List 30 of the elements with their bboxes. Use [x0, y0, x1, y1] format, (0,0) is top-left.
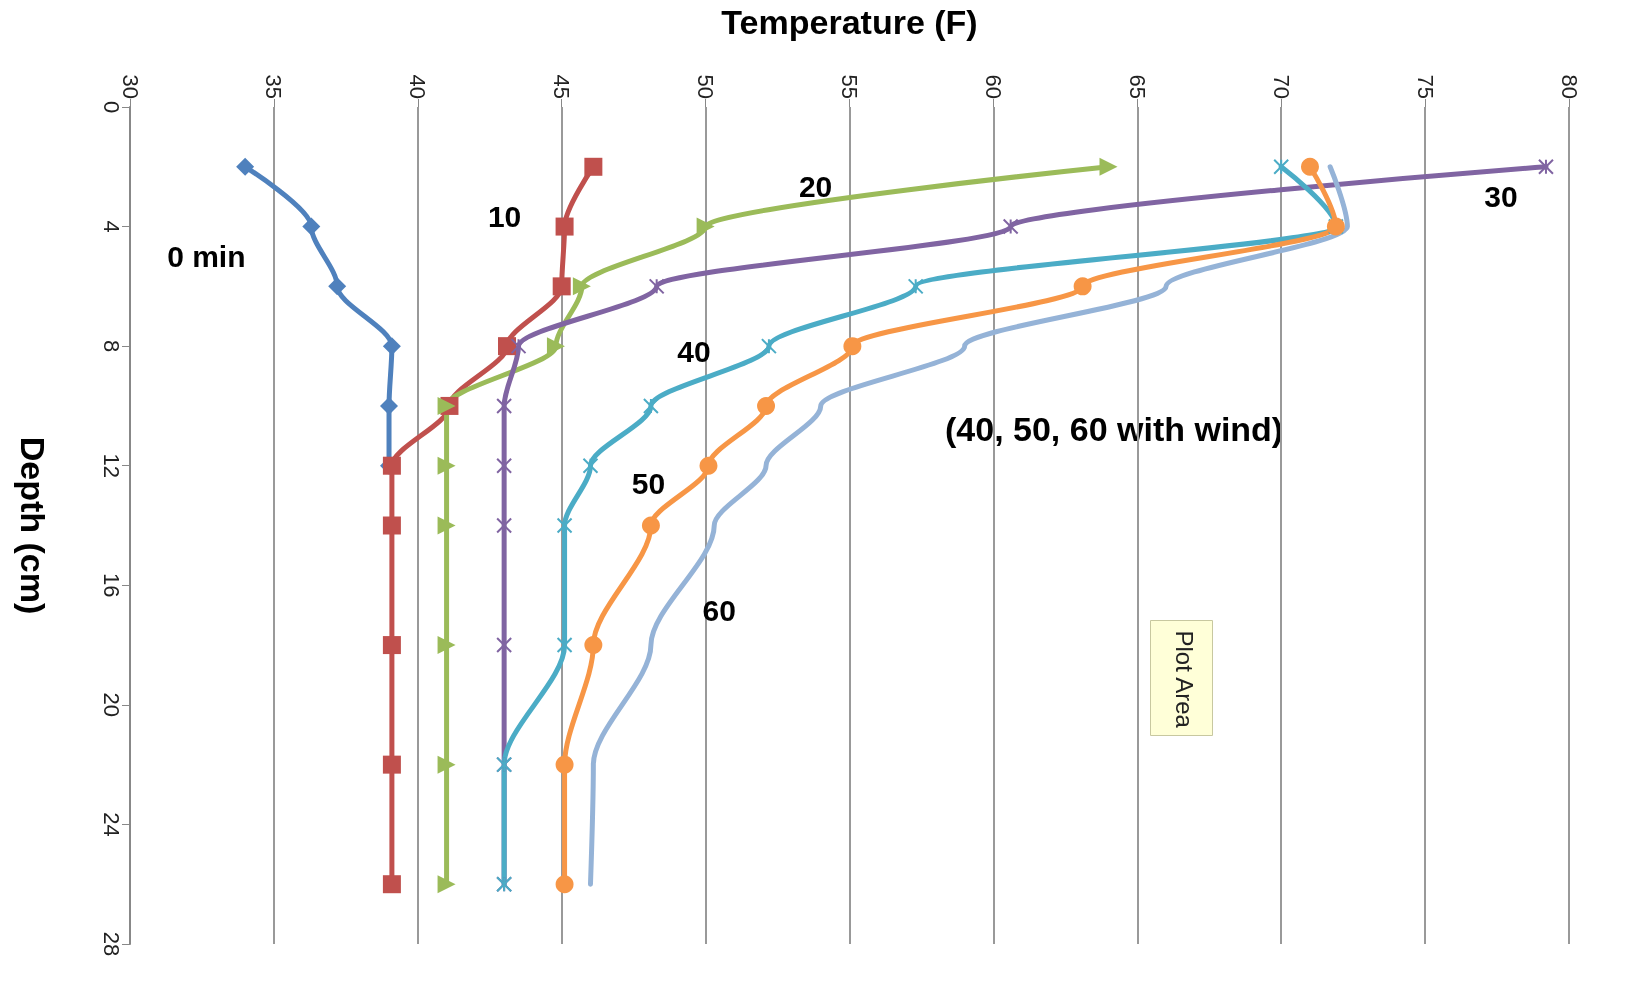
- y-tick-label: 0: [98, 100, 124, 114]
- y-axis-title: Depth (cm): [14, 436, 52, 615]
- x-tick-label: 50: [693, 74, 719, 99]
- y-tick-label: 20: [98, 692, 124, 718]
- y-tick-label: 12: [98, 453, 124, 478]
- y-tick-label: 16: [98, 573, 124, 598]
- x-tick-label: 30: [117, 74, 143, 99]
- x-tick-label: 80: [1556, 74, 1582, 99]
- x-axis-title: Temperature (F): [721, 3, 978, 41]
- x-tick-label: 70: [1268, 74, 1294, 99]
- y-tick-label: 8: [98, 340, 124, 353]
- x-tick-label: 75: [1412, 74, 1438, 99]
- x-tick-label: 65: [1124, 74, 1150, 99]
- x-tick-label: 60: [980, 74, 1006, 99]
- series-label: 0 min: [167, 240, 246, 274]
- x-tick-label: 55: [837, 74, 862, 99]
- y-tick-label: 28: [98, 931, 124, 957]
- x-tick-label: 40: [405, 74, 431, 99]
- series-label: 10: [487, 200, 522, 234]
- series-label: 50: [631, 467, 666, 501]
- y-tick-label: 24: [98, 812, 124, 837]
- x-tick-label: 35: [261, 74, 287, 99]
- series-label: 40: [677, 334, 711, 368]
- x-tick-label: 45: [549, 74, 575, 99]
- series-label: 30: [1484, 180, 1518, 214]
- y-tick-label: 4: [98, 220, 124, 233]
- annotation: (40, 50, 60 with wind): [945, 410, 1284, 448]
- annotation: Plot Area: [1171, 630, 1198, 729]
- series-label: 60: [702, 594, 736, 627]
- series-label: 20: [798, 170, 833, 204]
